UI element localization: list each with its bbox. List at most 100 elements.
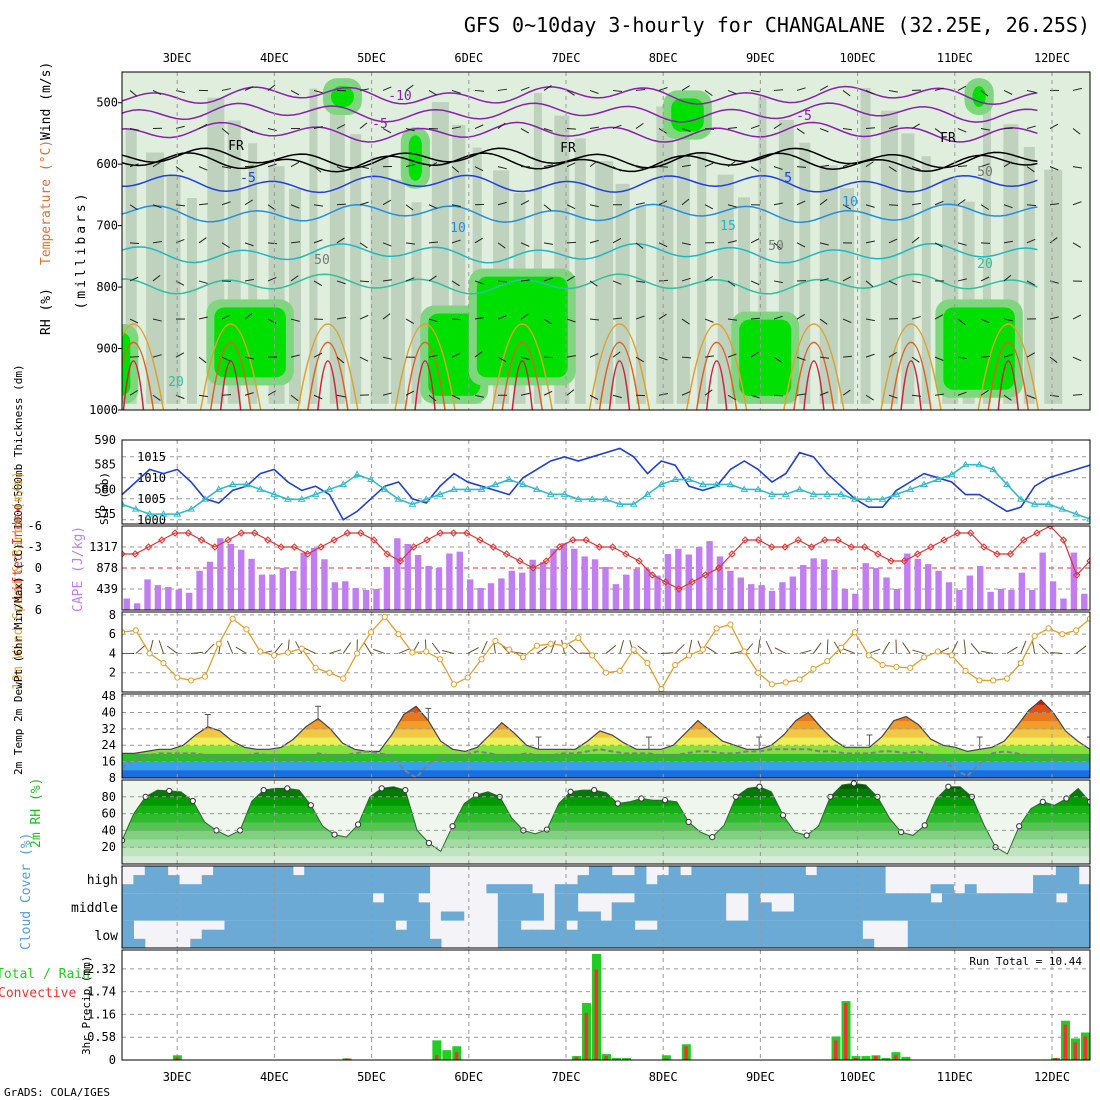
cape-tick-label: 878: [96, 561, 118, 575]
slp-axis-label: SLP (mb): [98, 472, 111, 525]
cloud-cell-low: [1010, 920, 1023, 948]
thickness-marker: [726, 480, 735, 487]
thickness-marker: [491, 480, 500, 487]
rh-mid-streak: [105, 107, 120, 404]
cape-bar: [966, 575, 974, 610]
cape-bar: [144, 579, 151, 610]
contour-label: 20: [168, 375, 184, 390]
lifted-index-marker: [768, 543, 776, 551]
wind-barb: [934, 166, 944, 169]
rh-mid-streak: [146, 152, 165, 404]
wind-speed-marker: [340, 675, 347, 682]
cape-bar: [1081, 593, 1088, 610]
wind-speed-marker: [699, 646, 706, 653]
wind-barb-10m: [431, 642, 441, 654]
cloud-cell-middle: [406, 893, 419, 921]
wind-barb: [1003, 354, 1013, 358]
cloud-cell-middle: [315, 893, 328, 921]
cloud-cell-low: [338, 920, 351, 948]
wind-barb: [152, 394, 161, 401]
wind-barb: [198, 203, 209, 206]
cape-bar: [1029, 589, 1036, 610]
contour-label: 20: [977, 257, 993, 272]
wind-barb-10m: [1075, 645, 1087, 654]
wind-barb: [290, 394, 299, 402]
cape-bar: [154, 585, 162, 610]
cloud-cell-middle: [440, 911, 453, 921]
cloud-cell-low: [406, 920, 419, 948]
thickness-axis-label: 1000~500mb Thickness (dm): [12, 364, 25, 530]
surface-temperature-contour: [598, 341, 641, 410]
wind-barb: [750, 351, 759, 358]
lifted-index-marker: [900, 557, 909, 565]
thickness-marker: [975, 460, 984, 468]
wind-barb: [359, 280, 370, 283]
wind-speed-marker: [312, 664, 319, 672]
wind-barb: [221, 128, 230, 135]
wind-barb: [819, 278, 829, 282]
wind-barb: [244, 278, 254, 282]
wind-barb: [911, 202, 921, 206]
wind-barb: [290, 275, 299, 282]
cloud-cell-high: [600, 866, 613, 894]
rh-2m-panel: 20 40 60 80: [102, 779, 1091, 865]
wind-speed-marker: [824, 658, 831, 665]
lifted-index-marker: [122, 550, 126, 558]
rh-tick-label: 60: [102, 807, 116, 821]
wind-barb-10m: [843, 648, 856, 654]
wind-barb: [1072, 393, 1083, 396]
wind-barb: [267, 84, 276, 91]
thickness-marker: [1058, 505, 1067, 512]
lifted-index-marker: [463, 529, 471, 537]
thickness-marker: [671, 475, 680, 483]
rh-mid-streak: [656, 106, 674, 404]
lifted-index-marker: [1019, 536, 1028, 544]
wind-barb: [842, 318, 852, 324]
wind-barb-10m: [661, 652, 674, 654]
thickness-marker: [519, 480, 527, 487]
thickness-marker: [122, 500, 126, 507]
wind-barb: [681, 85, 690, 91]
wind-barb: [336, 166, 346, 171]
lifted-index-marker: [847, 543, 856, 551]
wind-barb-10m: [550, 640, 556, 654]
wind-barb-10m: [273, 642, 283, 654]
cloud-cell-low: [429, 938, 442, 948]
cloud-cell-middle: [224, 893, 237, 921]
surface-temperature-contour: [608, 360, 631, 410]
temperature-contour: [122, 273, 1038, 295]
precip-tick-label: 0: [109, 1053, 116, 1067]
cape-bar: [498, 578, 505, 610]
rh-marker: [850, 780, 858, 787]
wind-barb: [819, 242, 829, 246]
cloud-cell-low: [793, 920, 806, 948]
wind-barb: [750, 124, 760, 130]
wind-barb: [152, 89, 162, 95]
rh-mid-streak: [1044, 169, 1063, 404]
rh-color-band: [122, 830, 1090, 840]
wind-barb: [382, 313, 391, 320]
precip-plot: [172, 953, 1090, 1060]
precip-tick-label: 2.32: [87, 962, 116, 976]
wind-barb-10m: [329, 649, 342, 654]
cloud-cell-high: [645, 884, 658, 894]
lifted-index-marker: [741, 536, 749, 544]
cloud-cell-middle: [395, 893, 408, 921]
lifted-index-marker: [224, 536, 232, 544]
cloud-cell-high: [201, 875, 214, 894]
wind-barb: [796, 393, 806, 396]
wind-barb: [612, 238, 622, 244]
wind-speed-marker: [658, 686, 665, 692]
wind-barb: [704, 318, 714, 323]
thickness-marker: [297, 495, 306, 502]
wind-barb: [129, 242, 140, 244]
wind-barb: [589, 353, 599, 358]
cape-bar: [539, 562, 547, 610]
lifted-index-marker: [489, 543, 497, 551]
wind-barb: [566, 90, 575, 96]
cape-bar: [987, 591, 994, 610]
contour-label: -10: [388, 89, 411, 104]
wind-speed-marker: [492, 637, 499, 645]
lifted-index-marker: [144, 543, 153, 551]
wind-barb: [1049, 166, 1059, 171]
